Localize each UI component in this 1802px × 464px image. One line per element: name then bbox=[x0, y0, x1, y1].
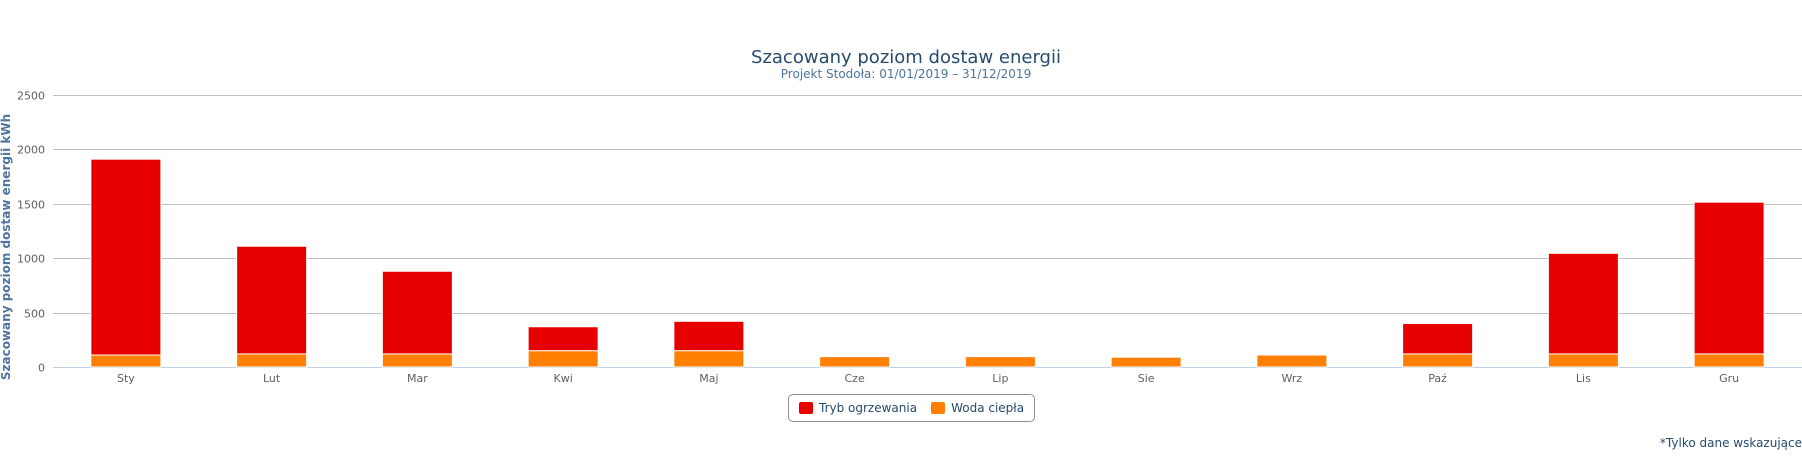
y-tick-label: 1500 bbox=[17, 199, 45, 212]
legend-label-hot-water: Woda ciepła bbox=[951, 401, 1025, 415]
y-tick-label: 500 bbox=[24, 308, 45, 321]
x-tick-label: Kwi bbox=[553, 372, 572, 385]
x-axis-ticks: Sty Lut Mar Kwi Maj Cze Lip Sie Wrz Paź Lis Gru bbox=[117, 372, 1739, 385]
x-tick-label: Lis bbox=[1576, 372, 1591, 385]
bar-hot-water-Lut[interactable] bbox=[236, 353, 308, 368]
bar-heating-Gru[interactable] bbox=[1693, 201, 1765, 355]
bar-heating-Kwi[interactable] bbox=[527, 326, 599, 352]
y-tick-label: 2000 bbox=[17, 144, 45, 157]
chart-title: Szacowany poziom dostaw energii bbox=[751, 47, 1061, 68]
x-tick-label: Sie bbox=[1138, 372, 1155, 385]
x-tick-label: Maj bbox=[699, 372, 718, 385]
bar-hot-water-Sie[interactable] bbox=[1110, 356, 1182, 368]
bar-hot-water-Paź[interactable] bbox=[1402, 353, 1474, 368]
bar-heating-Sty[interactable] bbox=[90, 158, 162, 356]
bar-hot-water-Kwi[interactable] bbox=[527, 350, 599, 368]
bar-hot-water-Gru[interactable] bbox=[1693, 353, 1765, 368]
x-tick-label: Paź bbox=[1428, 372, 1447, 385]
bar-hot-water-Lip[interactable] bbox=[964, 356, 1036, 368]
legend-swatch-heating bbox=[799, 402, 813, 414]
y-tick-label: 0 bbox=[38, 362, 45, 375]
bar-hot-water-Cze[interactable] bbox=[819, 356, 891, 368]
x-tick-label: Mar bbox=[407, 372, 428, 385]
bar-hot-water-Mar[interactable] bbox=[381, 353, 453, 368]
legend-item-hot-water[interactable]: Woda ciepła bbox=[931, 401, 1024, 415]
bar-hot-water-Maj[interactable] bbox=[673, 350, 745, 368]
legend-label-heating: Tryb ogrzewania bbox=[819, 401, 918, 415]
y-tick-label: 1000 bbox=[17, 253, 45, 266]
bar-heating-Paź[interactable] bbox=[1402, 322, 1474, 355]
y-axis-label: Szacowany poziom dostaw energii kWh bbox=[0, 114, 13, 380]
bar-heating-Maj[interactable] bbox=[673, 320, 745, 352]
x-tick-label: Cze bbox=[845, 372, 865, 385]
x-tick-label: Lut bbox=[263, 372, 281, 385]
y-tick-label: 2500 bbox=[17, 90, 45, 103]
legend[interactable]: Tryb ogrzewania Woda ciepła bbox=[788, 394, 1036, 422]
chart-subtitle: Projekt Stodoła: 01/01/2019 – 31/12/2019 bbox=[781, 67, 1031, 81]
bar-heating-Mar[interactable] bbox=[381, 270, 453, 355]
footnote: *Tylko dane wskazujące bbox=[1659, 436, 1802, 450]
bar-heating-Lis[interactable] bbox=[1547, 252, 1619, 355]
bar-hot-water-Sty[interactable] bbox=[90, 354, 162, 368]
gridlines bbox=[53, 95, 1802, 368]
bar-hot-water-Wrz[interactable] bbox=[1256, 354, 1328, 368]
bars bbox=[90, 158, 1765, 368]
y-axis-ticks: 0 500 1000 1500 2000 2500 bbox=[17, 90, 45, 375]
x-tick-label: Gru bbox=[1719, 372, 1739, 385]
x-tick-label: Sty bbox=[117, 372, 135, 385]
bar-hot-water-Lis[interactable] bbox=[1547, 353, 1619, 368]
x-tick-label: Lip bbox=[992, 372, 1008, 385]
legend-swatch-hot-water bbox=[931, 402, 946, 414]
legend-item-heating[interactable]: Tryb ogrzewania bbox=[799, 401, 917, 415]
bar-heating-Lut[interactable] bbox=[236, 245, 308, 355]
x-tick-label: Wrz bbox=[1282, 372, 1303, 385]
